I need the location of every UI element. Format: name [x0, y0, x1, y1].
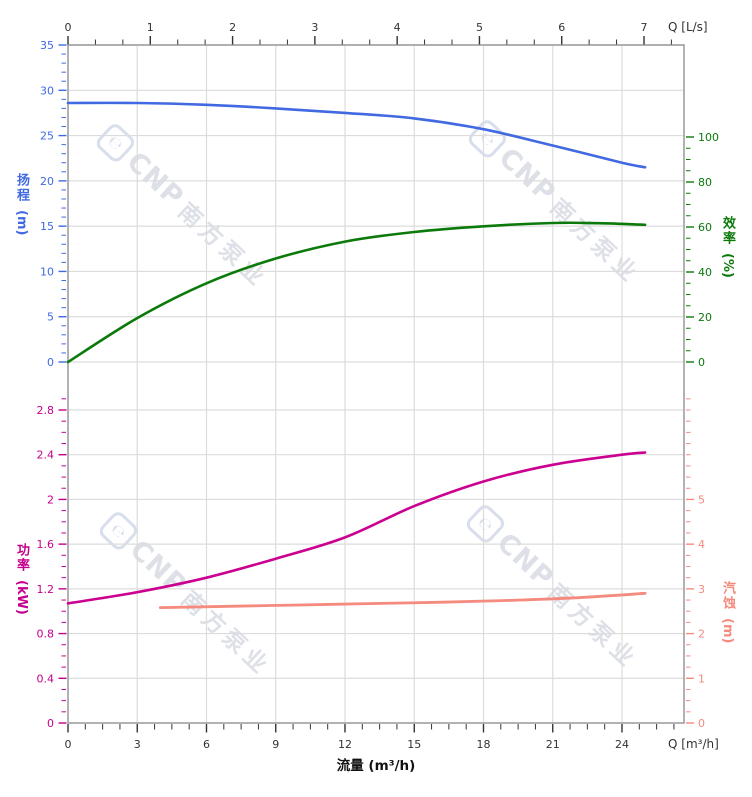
svg-text:35: 35	[40, 39, 54, 52]
svg-text:0: 0	[47, 356, 54, 369]
svg-text:4: 4	[698, 538, 705, 551]
svg-text:6: 6	[558, 21, 565, 34]
svg-text:10: 10	[40, 265, 54, 278]
power-axis-title: 功率 (kW)	[12, 543, 31, 615]
svg-text:25: 25	[40, 130, 54, 143]
svg-text:2.4: 2.4	[37, 449, 55, 462]
svg-text:流量 (m³/h): 流量 (m³/h)	[337, 757, 416, 774]
svg-text:5: 5	[698, 493, 705, 506]
svg-text:5: 5	[476, 21, 483, 34]
svg-text:60: 60	[698, 221, 712, 234]
svg-text:21: 21	[546, 738, 560, 751]
svg-text:1.2: 1.2	[37, 583, 55, 596]
head_curve	[66, 101, 647, 169]
axis-unit-text: (m)	[720, 618, 735, 644]
svg-text:1: 1	[698, 672, 705, 685]
svg-text:1: 1	[147, 21, 154, 34]
svg-text:7: 7	[641, 21, 648, 34]
axis-unit-text: (kW)	[14, 580, 29, 615]
eff_curve	[66, 221, 647, 364]
axis-title-text: 扬程	[14, 173, 29, 203]
svg-text:3: 3	[311, 21, 318, 34]
axis-title-text: 功率	[14, 543, 29, 573]
svg-text:12: 12	[338, 738, 352, 751]
efficiency-axis-title: 效率 (%)	[718, 216, 737, 278]
axis-unit-text: (m)	[14, 210, 29, 236]
svg-text:15: 15	[407, 738, 421, 751]
svg-text:0: 0	[698, 717, 705, 730]
svg-text:1.6: 1.6	[37, 538, 55, 551]
svg-text:2: 2	[47, 493, 54, 506]
svg-text:3: 3	[698, 583, 705, 596]
head-axis-title: 扬程 (m)	[12, 173, 31, 235]
svg-text:Q [L/s]: Q [L/s]	[668, 20, 708, 34]
svg-text:3: 3	[134, 738, 141, 751]
svg-text:15: 15	[40, 220, 54, 233]
svg-text:0: 0	[65, 21, 72, 34]
axis-title-text: 汽蚀	[720, 581, 735, 611]
svg-text:30: 30	[40, 84, 54, 97]
svg-text:2.8: 2.8	[37, 404, 55, 417]
svg-text:24: 24	[615, 738, 629, 751]
axis-unit-text: (%)	[720, 253, 735, 278]
svg-text:0: 0	[47, 717, 54, 730]
svg-text:0: 0	[698, 356, 705, 369]
npsh_curve	[158, 591, 647, 609]
svg-text:0.8: 0.8	[37, 628, 55, 641]
svg-text:6: 6	[203, 738, 210, 751]
svg-text:0: 0	[65, 738, 72, 751]
svg-text:4: 4	[394, 21, 401, 34]
svg-text:40: 40	[698, 266, 712, 279]
power_curve	[66, 451, 647, 605]
svg-text:20: 20	[40, 175, 54, 188]
axis-title-text: 效率	[720, 216, 735, 246]
svg-text:20: 20	[698, 311, 712, 324]
npsh-axis-title: 汽蚀 (m)	[718, 581, 737, 643]
svg-text:18: 18	[476, 738, 490, 751]
svg-text:0.4: 0.4	[37, 672, 55, 685]
svg-text:2: 2	[698, 628, 705, 641]
svg-text:80: 80	[698, 176, 712, 189]
svg-text:5: 5	[47, 311, 54, 324]
svg-text:2: 2	[229, 21, 236, 34]
svg-text:Q [m³/h]: Q [m³/h]	[668, 737, 719, 751]
svg-text:9: 9	[272, 738, 279, 751]
svg-text:100: 100	[698, 131, 719, 144]
